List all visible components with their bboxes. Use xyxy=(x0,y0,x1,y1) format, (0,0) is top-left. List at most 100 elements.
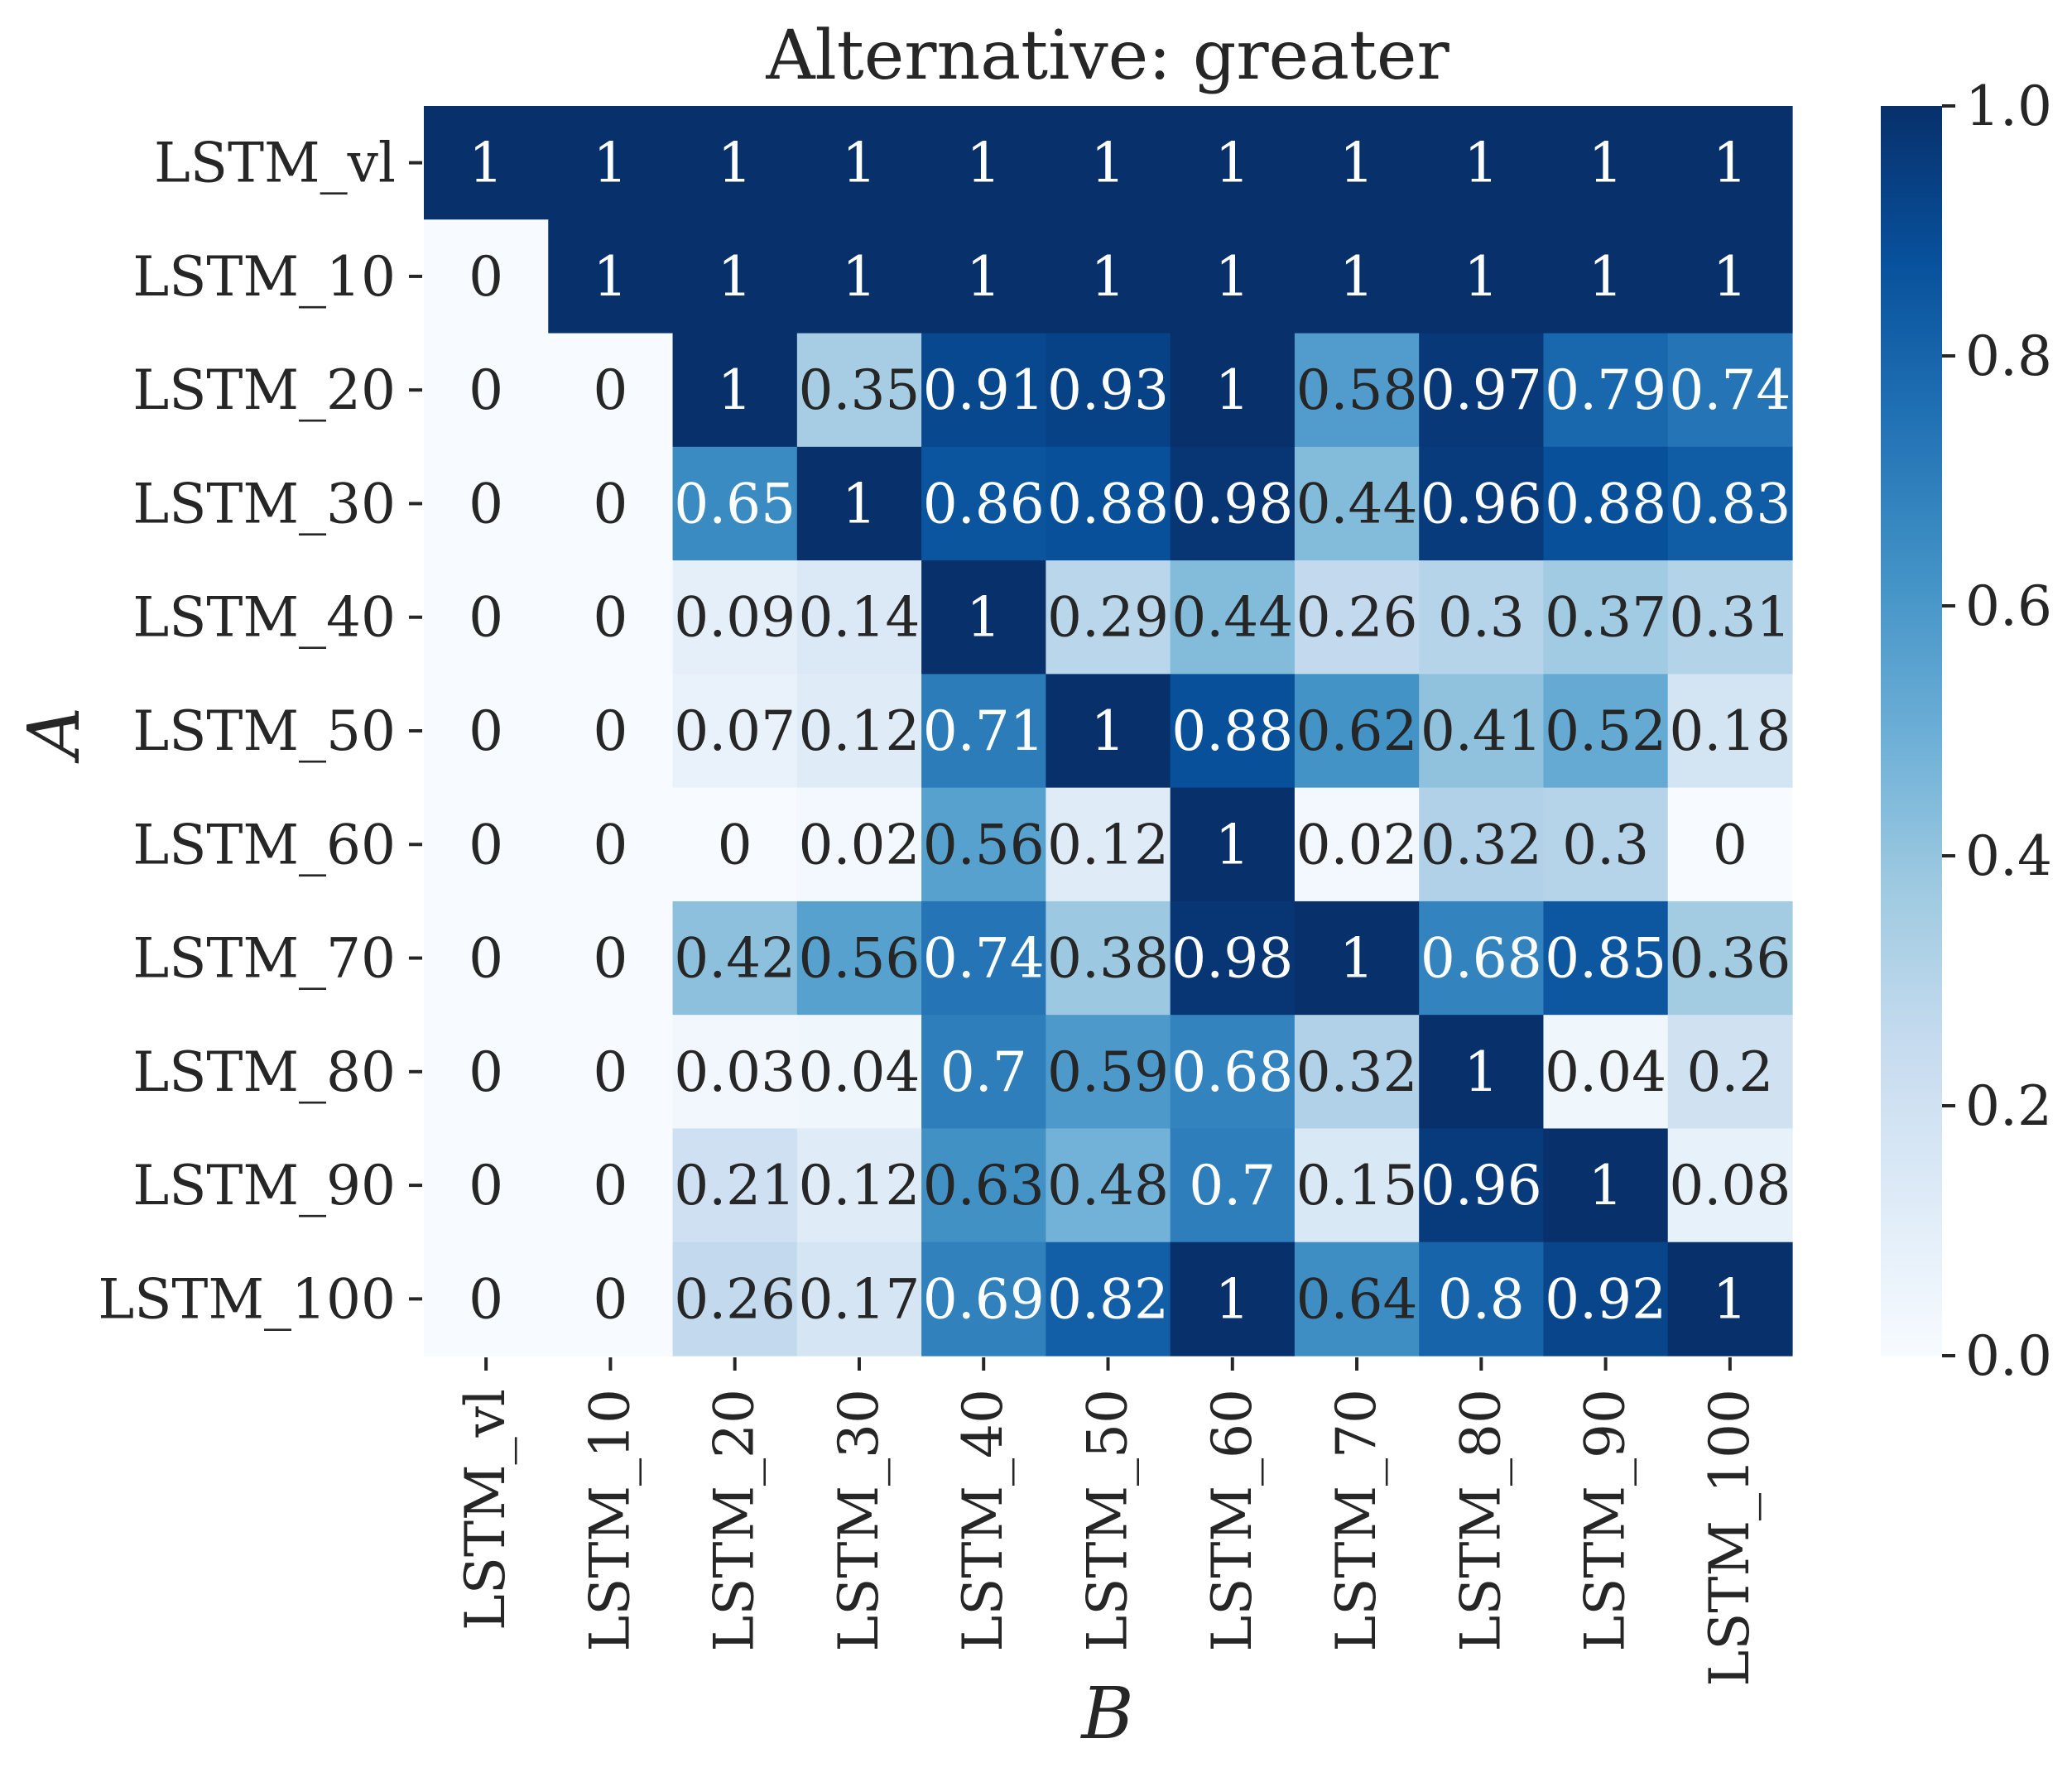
cell-value-label: 1 xyxy=(1091,132,1126,195)
y-tick-label: LSTM_10 xyxy=(132,245,396,309)
x-tick-label: LSTM_vl xyxy=(454,1389,517,1631)
cell-value-label: 1 xyxy=(842,132,877,195)
heatmap-cell xyxy=(548,787,674,902)
heatmap-cell xyxy=(796,1241,922,1357)
heatmap-cell xyxy=(548,446,674,561)
heatmap-cell xyxy=(1294,787,1420,902)
heatmap-cell xyxy=(796,1015,922,1130)
cell-value-label: 0.12 xyxy=(798,699,920,763)
heatmap-cell xyxy=(1543,560,1669,675)
y-tick-label: LSTM_30 xyxy=(132,472,396,536)
heatmap-cell xyxy=(921,560,1046,675)
cell-value-label: 0 xyxy=(469,245,503,309)
cell-value-label: 0.02 xyxy=(798,813,920,876)
cell-value-label: 0.04 xyxy=(1545,1040,1666,1104)
x-tick-label: LSTM_10 xyxy=(578,1389,642,1652)
cell-value-label: 0 xyxy=(1713,813,1747,876)
x-tick-label: LSTM_30 xyxy=(827,1389,891,1652)
cell-value-label: 0.83 xyxy=(1669,472,1791,536)
heatmap-cell xyxy=(548,333,674,448)
heatmap-cell xyxy=(1294,333,1420,448)
heatmap-cell xyxy=(1170,1241,1296,1357)
heatmap-cell xyxy=(1294,219,1420,334)
cell-value-label: 0.98 xyxy=(1171,927,1293,991)
cell-value-label: 0 xyxy=(469,358,503,422)
cell-value-label: 1 xyxy=(718,132,752,195)
heatmap-cell xyxy=(424,1128,549,1243)
heatmap-cell xyxy=(1294,1015,1420,1130)
heatmap-cell xyxy=(1046,1241,1171,1357)
colorbar-tick-label: 1.0 xyxy=(1965,74,2052,138)
cell-value-label: 0.14 xyxy=(798,586,920,650)
cell-value-label: 0.92 xyxy=(1545,1267,1666,1331)
heatmap-cell xyxy=(1419,1241,1545,1357)
x-axis-label: B xyxy=(1079,1673,1133,1755)
cell-value-label: 0.8 xyxy=(1438,1267,1525,1331)
heatmap-cell xyxy=(1543,219,1669,334)
cell-value-label: 0.88 xyxy=(1047,472,1169,536)
cell-value-label: 0.97 xyxy=(1421,358,1542,422)
heatmap-cell xyxy=(1294,1128,1420,1243)
cell-value-label: 0.58 xyxy=(1296,358,1418,422)
cell-value-label: 0.09 xyxy=(674,586,796,650)
cell-value-label: 1 xyxy=(1589,1154,1623,1217)
heatmap-cell xyxy=(796,560,922,675)
heatmap-cell xyxy=(548,560,674,675)
heatmap-cell xyxy=(1667,674,1793,789)
cell-value-label: 0.85 xyxy=(1545,927,1666,991)
cell-value-label: 1 xyxy=(1215,245,1250,309)
heatmap-cell xyxy=(672,1241,798,1357)
cell-value-label: 1 xyxy=(1713,132,1747,195)
cell-value-label: 0.48 xyxy=(1047,1154,1169,1217)
cell-value-label: 1 xyxy=(1091,699,1126,763)
heatmap-cell xyxy=(1294,901,1420,1016)
cell-value-label: 0.93 xyxy=(1047,358,1169,422)
cell-value-label: 1 xyxy=(1464,245,1498,309)
cell-value-label: 0.36 xyxy=(1669,927,1791,991)
cell-value-label: 0 xyxy=(718,813,752,876)
heatmap-cell-labels: 1 1 1 1 1 1 1 1 1 1 1 0 1 1 1 1 1 1 1 1 1 1 0 0 1 0.35 0.91 0.93 1 0.… xyxy=(469,132,1791,1332)
cell-value-label: 0.3 xyxy=(1562,813,1649,876)
heatmap-cell xyxy=(1419,674,1545,789)
y-axis-label: A xyxy=(13,707,96,764)
heatmap-cell xyxy=(424,901,549,1016)
heatmap-cell xyxy=(548,106,674,220)
cell-value-label: 0.31 xyxy=(1669,586,1791,650)
cell-value-label: 1 xyxy=(1215,132,1250,195)
heatmap-cell xyxy=(672,560,798,675)
heatmap-cell xyxy=(921,333,1046,448)
heatmap-cell xyxy=(424,106,549,220)
heatmap-cell xyxy=(672,674,798,789)
cell-value-label: 0.68 xyxy=(1171,1040,1293,1104)
y-axis-ticks: LSTM_vl LSTM_10 LSTM_20 LSTM_30 LSTM_40 LSTM_… xyxy=(98,132,422,1331)
cell-value-label: 0 xyxy=(469,699,503,763)
heatmap-cell xyxy=(1294,674,1420,789)
cell-value-label: 1 xyxy=(718,358,752,422)
x-axis-ticks: LSTM_vl LSTM_10 LSTM_20 LSTM_30 LSTM_40 LSTM_… xyxy=(454,1357,1762,1687)
cell-value-label: 1 xyxy=(1215,358,1250,422)
cell-value-label: 0.98 xyxy=(1171,472,1293,536)
heatmap-cell xyxy=(1294,560,1420,675)
heatmap-cell xyxy=(1667,787,1793,902)
heatmap-cell xyxy=(921,1015,1046,1130)
heatmap-cell xyxy=(548,901,674,1016)
y-tick-label: LSTM_60 xyxy=(132,813,396,876)
cell-value-label: 1 xyxy=(842,472,877,536)
heatmap-cell xyxy=(672,333,798,448)
cell-value-label: 1 xyxy=(469,132,503,195)
cell-value-label: 0.12 xyxy=(1047,813,1169,876)
cell-value-label: 1 xyxy=(593,245,627,309)
heatmap-cell xyxy=(796,106,922,220)
y-tick-label: LSTM_vl xyxy=(154,132,396,195)
cell-value-label: 0.21 xyxy=(674,1154,796,1217)
heatmap-cell xyxy=(796,219,922,334)
heatmap-cell xyxy=(796,787,922,902)
cell-value-label: 0.74 xyxy=(923,927,1045,991)
heatmap-cell xyxy=(1419,560,1545,675)
cell-value-label: 0.17 xyxy=(798,1267,920,1331)
heatmap-cell xyxy=(672,106,798,220)
y-tick-label: LSTM_20 xyxy=(132,358,396,422)
cell-value-label: 0.65 xyxy=(674,472,796,536)
cell-value-label: 0 xyxy=(593,586,627,650)
